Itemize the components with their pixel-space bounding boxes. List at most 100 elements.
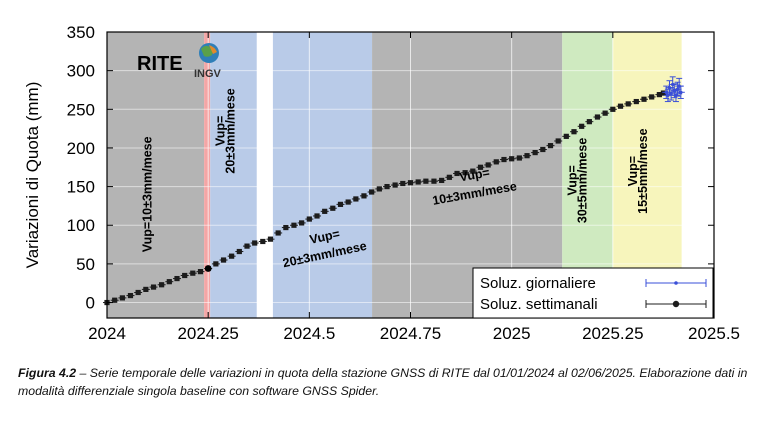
data-point-weekly: [118, 295, 127, 301]
data-point-weekly: [359, 193, 368, 199]
x-tick-label: 2025.5: [688, 324, 740, 343]
data-point-weekly: [149, 284, 158, 290]
data-point-weekly: [383, 183, 392, 190]
y-tick-label: 150: [67, 178, 95, 197]
legend-label-weekly: Soluz. settimanali: [480, 296, 598, 313]
x-tick-label: 2024.75: [380, 324, 441, 343]
caption-label: Figura 4.2: [18, 366, 77, 380]
legend-box: [472, 267, 714, 319]
data-point-weekly: [585, 119, 594, 125]
x-tick-label: 2025: [493, 324, 531, 343]
data-point-weekly: [624, 101, 633, 107]
data-point-weekly: [235, 248, 244, 255]
data-point-weekly: [250, 240, 259, 246]
rate-annotation: Vup=: [458, 165, 490, 184]
data-point-weekly: [554, 138, 563, 144]
data-point-weekly: [367, 189, 376, 195]
rate-annotation: Vup=: [565, 165, 579, 195]
y-tick-label: 350: [67, 23, 95, 42]
y-axis-label: Variazioni di Quota (mm): [23, 82, 42, 269]
data-point-weekly: [398, 180, 407, 187]
region-band: [210, 32, 257, 318]
data-point-weekly: [211, 261, 220, 267]
data-point-weekly: [577, 123, 586, 129]
data-point-weekly: [180, 272, 189, 279]
y-tick-label: 200: [67, 139, 95, 158]
data-point-weekly: [476, 164, 485, 170]
data-point-weekly: [289, 222, 298, 228]
plot-frame: [106, 31, 715, 319]
legend: Soluz. giornaliere Soluz. settimanali: [472, 267, 714, 319]
data-point-weekly: [461, 170, 470, 176]
rate-annotation: Vup=: [213, 116, 227, 146]
data-point-weekly: [351, 196, 360, 202]
rate-annotation: Vup=: [308, 227, 341, 247]
data-point-weekly: [305, 216, 314, 222]
data-point-weekly: [546, 143, 555, 149]
data-point-weekly: [281, 224, 290, 231]
rate-annotation: 15±5mm/mese: [636, 128, 650, 213]
data-point-weekly: [227, 253, 236, 259]
data-point-weekly: [632, 98, 641, 105]
data-point-weekly: [313, 213, 322, 219]
data-point-weekly: [639, 96, 648, 102]
figure-caption: Figura 4.2 – Serie temporale delle varia…: [18, 364, 753, 400]
data-point-weekly: [266, 236, 275, 242]
data-point-weekly: [320, 208, 329, 214]
logo-text: INGV: [194, 68, 222, 80]
data-point-weekly: [531, 149, 540, 156]
ingv-logo: INGV: [194, 43, 222, 80]
data-point-daily: [676, 85, 685, 99]
data-point-weekly: [507, 156, 516, 162]
data-point-weekly: [110, 297, 119, 303]
y-tick-label: 50: [76, 255, 95, 274]
data-point-weekly: [173, 275, 182, 282]
x-tick-label: 2024.25: [177, 324, 238, 343]
data-point-weekly: [429, 178, 438, 184]
rate-annotation: Vup=: [626, 156, 640, 186]
legend-marker-daily: [645, 279, 707, 287]
data-point-daily: [662, 85, 671, 99]
data-point-weekly: [569, 129, 578, 135]
x-tick-label: 2024.5: [283, 324, 335, 343]
data-point-weekly: [344, 199, 353, 205]
data-point-weekly: [375, 186, 384, 192]
data-point-weekly: [468, 168, 477, 174]
data-point-daily: [667, 87, 676, 101]
legend-marker-weekly: [645, 300, 707, 308]
site-label: RITE: [137, 53, 183, 75]
data-point-weekly: [406, 180, 415, 186]
y-tick-label: 100: [67, 216, 95, 235]
data-point-weekly: [165, 279, 174, 285]
region-band: [204, 32, 211, 318]
data-point-weekly: [437, 177, 446, 184]
highlight-point: [204, 265, 212, 272]
data-point-weekly: [414, 179, 423, 185]
data-point-weekly: [484, 162, 493, 168]
data-point-weekly: [601, 110, 610, 116]
data-point-weekly: [523, 153, 532, 159]
chart: Vup=10±3mm/meseVup=20±3mm/meseVup=20±3mm…: [23, 23, 740, 343]
data-point-weekly: [196, 269, 205, 275]
data-point-weekly: [445, 174, 454, 180]
data-point-weekly: [297, 220, 306, 226]
region-band: [107, 32, 205, 318]
data-point-weekly: [336, 201, 345, 207]
data-point-weekly: [616, 103, 625, 109]
y-tick-label: 250: [67, 100, 95, 119]
data-point-weekly: [391, 182, 400, 188]
caption-text: – Serie temporale delle variazioni in qu…: [18, 366, 748, 398]
legend-label-daily: Soluz. giornaliere: [480, 275, 596, 292]
data-point-weekly: [593, 114, 602, 120]
rate-annotation: Vup=10±3mm/mese: [141, 136, 155, 252]
data-point-weekly: [134, 289, 143, 296]
data-point-weekly: [499, 156, 508, 163]
data-point-weekly: [274, 230, 283, 236]
data-point-weekly: [647, 94, 656, 100]
data-point-weekly: [492, 159, 501, 165]
data-point-weekly: [453, 170, 462, 177]
x-tick-label: 2024: [88, 324, 126, 343]
data-point-weekly: [157, 282, 166, 288]
data-point-weekly: [538, 146, 547, 153]
region-band: [272, 32, 373, 318]
